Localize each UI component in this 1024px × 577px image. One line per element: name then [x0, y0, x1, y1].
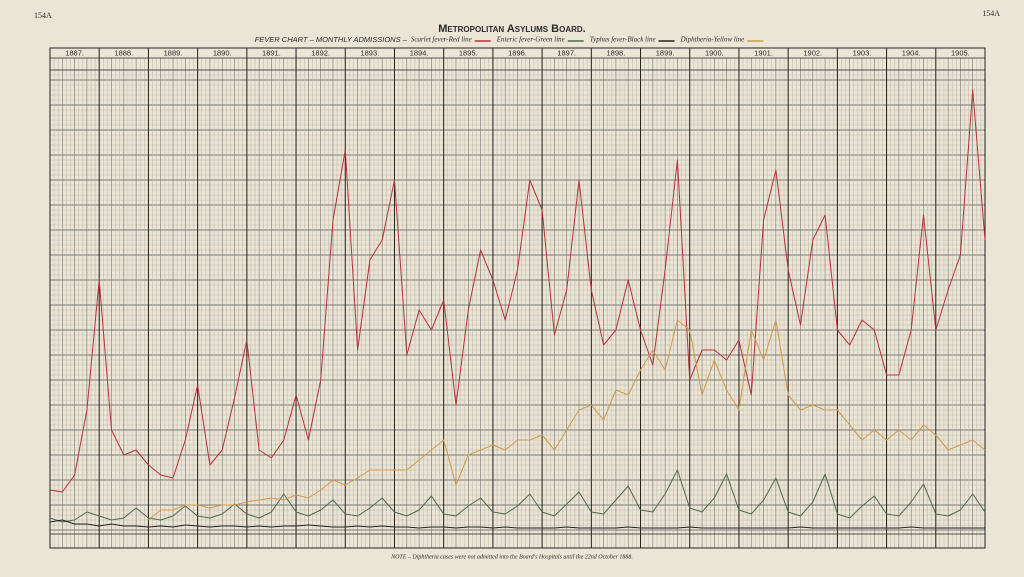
x-tick-label: 1905.	[951, 48, 970, 57]
note: NOTE – Diphtheria cases were not admitte…	[390, 554, 633, 560]
legend-label: Typhus fever-Black line	[590, 36, 656, 44]
x-tick-label: 1898.	[607, 48, 626, 57]
series-line	[49, 469, 986, 523]
chart-subtitle: FEVER CHART – MONTHLY ADMISSIONS –	[255, 35, 408, 44]
legend-label: Diphtheria-Yellow line	[680, 36, 745, 44]
x-tick-label: 1894.	[410, 48, 429, 57]
x-tick-label: 1899.	[656, 48, 675, 57]
series-line	[49, 89, 986, 493]
legend: FEVER CHART – MONTHLY ADMISSIONS – Scarle…	[255, 35, 764, 44]
x-tick-label: 1904.	[902, 48, 921, 57]
x-tick-label: 1900.	[705, 48, 724, 57]
page-mark: 154A	[982, 9, 1000, 18]
x-tick-label: 1888.	[114, 48, 133, 57]
x-tick-label: 1889.	[164, 48, 183, 57]
legend-label: Scarlet fever-Red line	[411, 36, 472, 44]
x-tick-label: 1891.	[262, 48, 281, 57]
x-tick-label: 1901.	[754, 48, 773, 57]
x-tick-label: 1903.	[853, 48, 872, 57]
x-tick-label: 1890.	[213, 48, 232, 57]
x-tick-label: 1887.	[65, 48, 84, 57]
x-tick-label: 1892.	[311, 48, 330, 57]
x-tick-label: 1897.	[557, 48, 576, 57]
chart-title: Metropolitan Asylums Board.	[438, 23, 585, 35]
x-tick-label: 1896.	[508, 48, 527, 57]
series-line	[49, 519, 985, 529]
x-tick-label: 1893.	[360, 48, 379, 57]
page-mark: 154A	[34, 11, 52, 20]
series-line	[148, 319, 986, 521]
x-tick-label: 1902.	[803, 48, 822, 57]
x-tick-label: 1895.	[459, 48, 478, 57]
legend-label: Enteric fever-Green line	[496, 36, 565, 44]
